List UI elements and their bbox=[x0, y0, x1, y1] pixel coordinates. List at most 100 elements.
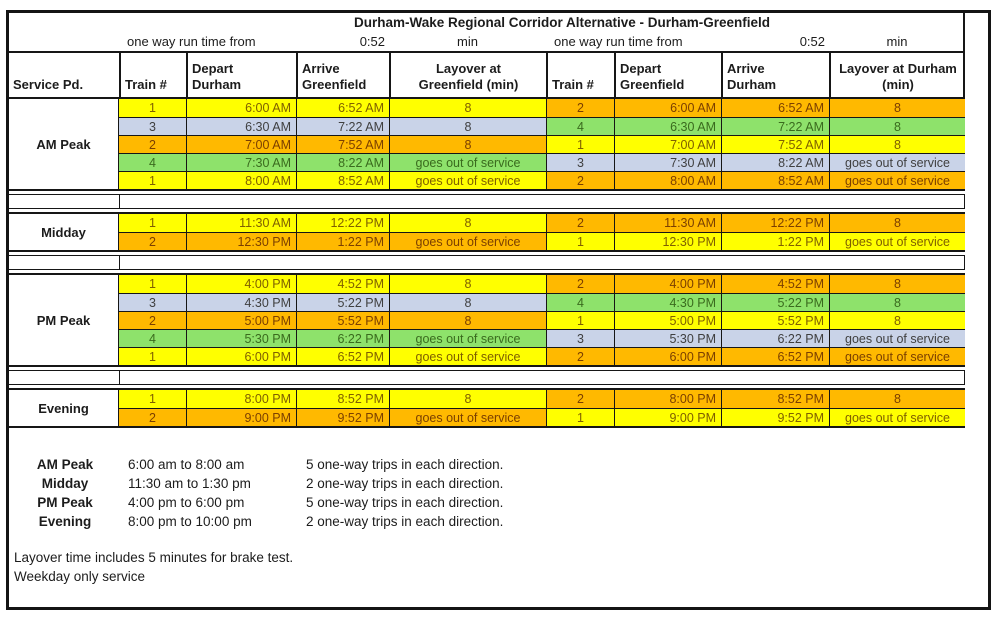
column-header-text: Layover at bbox=[435, 60, 502, 76]
depart-time-cell-left: 4:00 PM bbox=[186, 275, 296, 293]
arrive-time-cell-right: 8:52 PM bbox=[721, 390, 829, 408]
footnotes: Layover time includes 5 minutes for brak… bbox=[14, 548, 988, 586]
column-header-text: Train # bbox=[552, 77, 594, 93]
column-header-text: Train # bbox=[125, 77, 167, 93]
legend-trips: 5 one-way trips in each direction. bbox=[306, 495, 504, 510]
note-line: Layover time includes 5 minutes for brak… bbox=[14, 550, 294, 565]
arrive-time-cell-left: 12:22 PM bbox=[296, 214, 389, 232]
layover-cell-left: 8 bbox=[389, 311, 546, 329]
layover-cell-right: 8 bbox=[829, 214, 965, 232]
column-header-text: Durham bbox=[192, 77, 242, 93]
legend-time-range: 6:00 am to 8:00 am bbox=[128, 457, 245, 472]
legend-time-range: 8:00 pm to 10:00 pm bbox=[128, 514, 252, 529]
depart-time-cell-right: 7:30 AM bbox=[614, 153, 721, 171]
column-header-arrive-durham: Arrive Durham bbox=[721, 51, 829, 97]
spacer-row bbox=[9, 370, 965, 385]
layover-cell-right: 8 bbox=[829, 311, 965, 329]
legend-trips: 2 one-way trips in each direction. bbox=[306, 476, 504, 491]
column-header-text: Depart bbox=[620, 60, 662, 76]
runtime-value-right: 0:52 bbox=[799, 33, 825, 49]
layover-cell-right: 8 bbox=[829, 390, 965, 408]
layover-cell-left: goes out of service bbox=[389, 347, 546, 365]
depart-time-cell-left: 12:30 PM bbox=[186, 232, 296, 250]
layover-cell-right: 8 bbox=[829, 275, 965, 293]
arrive-time-cell-left: 4:52 PM bbox=[296, 275, 389, 293]
column-header-text: Layover at Durham bbox=[839, 60, 957, 76]
legend-trips: 2 one-way trips in each direction. bbox=[306, 514, 504, 529]
depart-time-cell-right: 8:00 AM bbox=[614, 171, 721, 189]
arrive-time-cell-right: 9:52 PM bbox=[721, 408, 829, 426]
column-header-depart-durham: Depart Durham bbox=[186, 51, 296, 97]
train-number-cell-left: 1 bbox=[119, 171, 186, 189]
layover-cell-left: 8 bbox=[389, 390, 546, 408]
layover-cell-left: 8 bbox=[389, 214, 546, 232]
arrive-time-cell-left: 5:22 PM bbox=[296, 293, 389, 311]
depart-time-cell-left: 6:30 AM bbox=[186, 117, 296, 135]
arrive-time-cell-right: 5:52 PM bbox=[721, 311, 829, 329]
depart-time-cell-left: 5:00 PM bbox=[186, 311, 296, 329]
train-number-cell-right: 4 bbox=[546, 117, 614, 135]
layover-cell-left: goes out of service bbox=[389, 171, 546, 189]
arrive-time-cell-right: 6:22 PM bbox=[721, 329, 829, 347]
train-number-cell-left: 3 bbox=[119, 293, 186, 311]
train-number-cell-left: 2 bbox=[119, 311, 186, 329]
legend-time-range: 11:30 am to 1:30 pm bbox=[128, 476, 251, 491]
arrive-time-cell-right: 7:52 AM bbox=[721, 135, 829, 153]
train-number-cell-right: 1 bbox=[546, 232, 614, 250]
train-number-cell-right: 1 bbox=[546, 311, 614, 329]
note-line: Weekday only service bbox=[14, 569, 146, 584]
legend-period: Midday bbox=[41, 476, 89, 491]
depart-time-cell-left: 7:00 AM bbox=[186, 135, 296, 153]
column-header-train-number-right: Train # bbox=[546, 51, 614, 97]
depart-time-cell-left: 6:00 AM bbox=[186, 99, 296, 117]
train-number-cell-right: 3 bbox=[546, 153, 614, 171]
layover-cell-right: goes out of service bbox=[829, 329, 965, 347]
schedule-sections: AM Peak 1 6:00 AM 6:52 AM 8 2 6:00 AM 6:52 AM 8 3… bbox=[9, 97, 988, 428]
train-number-cell-left: 4 bbox=[119, 329, 186, 347]
depart-time-cell-right: 11:30 AM bbox=[614, 214, 721, 232]
page-frame: Durham-Wake Regional Corridor Alternativ… bbox=[6, 10, 991, 610]
arrive-time-cell-left: 1:22 PM bbox=[296, 232, 389, 250]
section-midday: Midday 1 11:30 AM 12:22 PM 8 2 11:30 AM 12:22 P… bbox=[9, 212, 965, 252]
train-number-cell-right: 2 bbox=[546, 275, 614, 293]
column-header-text: Service Pd. bbox=[13, 77, 84, 93]
layover-cell-left: 8 bbox=[389, 293, 546, 311]
runtime-unit-left: min bbox=[457, 33, 478, 49]
depart-time-cell-right: 7:00 AM bbox=[614, 135, 721, 153]
runtime-unit-right: min bbox=[886, 33, 908, 49]
column-header-text: Durham bbox=[727, 77, 777, 93]
layover-cell-left: goes out of service bbox=[389, 232, 546, 250]
section-pm-peak: PM Peak 1 4:00 PM 4:52 PM 8 2 4:00 PM 4:52 PM 8 3… bbox=[9, 273, 965, 367]
train-number-cell-right: 2 bbox=[546, 99, 614, 117]
train-number-cell-left: 3 bbox=[119, 117, 186, 135]
column-header-service-period: Service Pd. bbox=[9, 51, 119, 97]
layover-cell-right: goes out of service bbox=[829, 153, 965, 171]
column-header-depart-greenfield: Depart Greenfield bbox=[614, 51, 721, 97]
depart-time-cell-right: 5:00 PM bbox=[614, 311, 721, 329]
arrive-time-cell-right: 7:22 AM bbox=[721, 117, 829, 135]
train-number-cell-right: 1 bbox=[546, 408, 614, 426]
service-period-label: PM Peak bbox=[9, 275, 119, 365]
arrive-time-cell-right: 8:52 AM bbox=[721, 171, 829, 189]
runtime-value-left: 0:52 bbox=[359, 33, 385, 49]
layover-cell-right: 8 bbox=[829, 99, 965, 117]
column-header-text: Arrive bbox=[302, 60, 340, 76]
column-header-text: Arrive bbox=[727, 60, 765, 76]
runtime-row-blank bbox=[9, 31, 119, 51]
arrive-time-cell-left: 5:52 PM bbox=[296, 311, 389, 329]
arrive-time-cell-right: 8:22 AM bbox=[721, 153, 829, 171]
train-number-cell-right: 2 bbox=[546, 347, 614, 365]
train-number-cell-left: 1 bbox=[119, 214, 186, 232]
train-number-cell-left: 1 bbox=[119, 275, 186, 293]
depart-time-cell-right: 12:30 PM bbox=[614, 232, 721, 250]
depart-time-cell-left: 5:30 PM bbox=[186, 329, 296, 347]
depart-time-cell-right: 4:30 PM bbox=[614, 293, 721, 311]
train-number-cell-left: 2 bbox=[119, 135, 186, 153]
depart-time-cell-right: 4:00 PM bbox=[614, 275, 721, 293]
column-header-text: Greenfield bbox=[620, 77, 685, 93]
arrive-time-cell-left: 9:52 PM bbox=[296, 408, 389, 426]
depart-time-cell-right: 8:00 PM bbox=[614, 390, 721, 408]
arrive-time-cell-right: 6:52 AM bbox=[721, 99, 829, 117]
legend-time-range: 4:00 pm to 6:00 pm bbox=[128, 495, 245, 510]
layover-cell-right: 8 bbox=[829, 293, 965, 311]
